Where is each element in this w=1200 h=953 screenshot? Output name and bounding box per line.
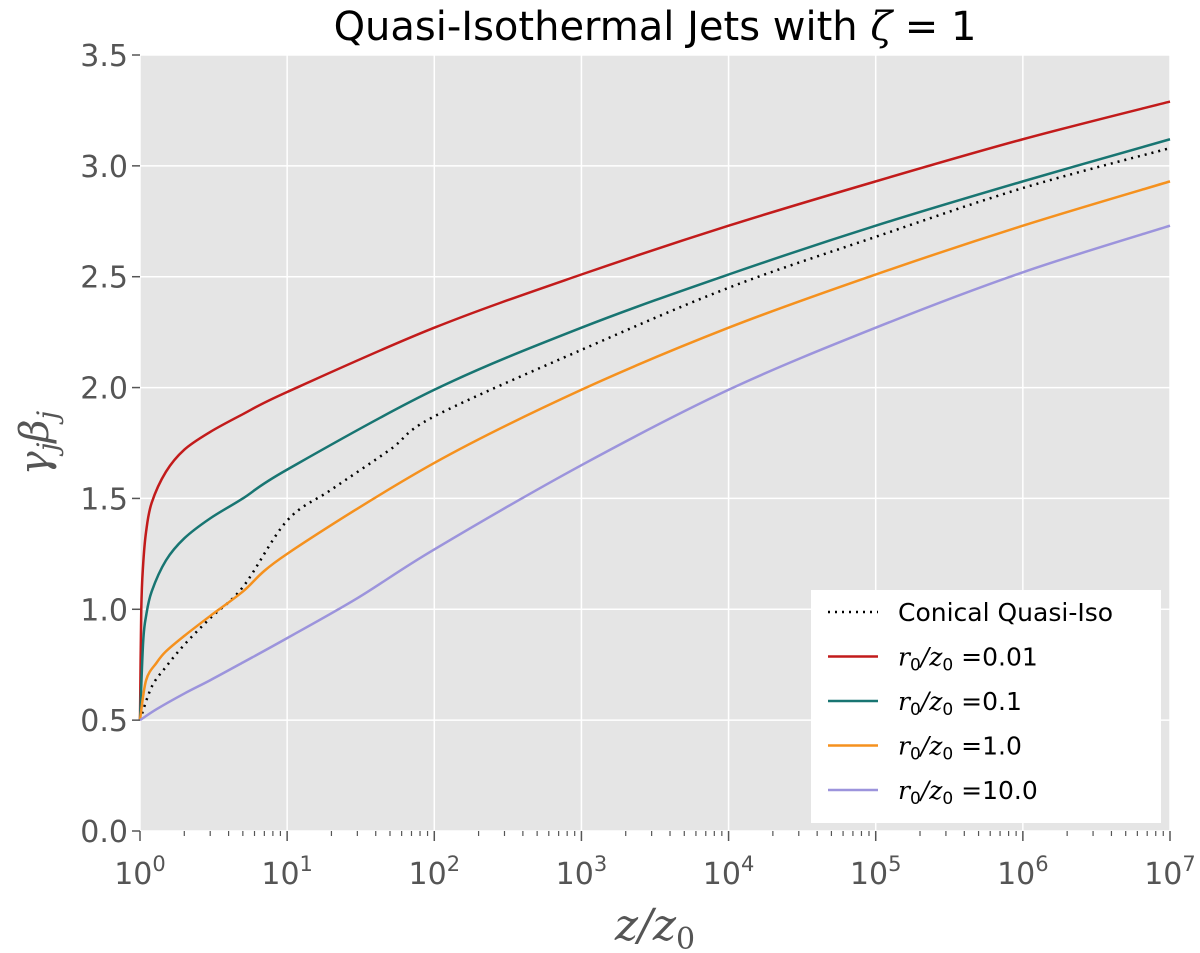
x-tick-label: 106 [997, 852, 1049, 892]
y-tick-label: 0.5 [80, 704, 128, 739]
legend-label: r0/z0 =0.01 [898, 643, 1038, 676]
series-layer [138, 100, 1171, 722]
legend-label: Conical Quasi-Iso [898, 598, 1113, 627]
x-tick-label: 102 [409, 852, 461, 892]
y-tick-label: 0.0 [80, 815, 128, 850]
series-line-r0-z0-1-0 [138, 180, 1171, 721]
y-tick-label: 3.5 [80, 39, 128, 74]
series-line-r0-z0-0-1 [138, 138, 1171, 721]
series-line-conical-quasi-iso [138, 146, 1171, 721]
y-axis-label: γjβj [12, 410, 64, 475]
x-axis: 100 101 102 103 104 105 106 107 [114, 831, 1196, 892]
x-tick-label: 104 [703, 852, 755, 892]
y-axis: 0.0 0.5 1.0 1.5 2.0 2.5 3.0 3.5 [80, 39, 140, 850]
x-axis-label: z/z0 [614, 900, 695, 953]
y-tick-label: 1.0 [80, 593, 128, 628]
series-line-r0-z0-0-01 [138, 100, 1171, 721]
y-tick-label: 2.0 [80, 372, 128, 407]
y-tick-label: 1.5 [80, 482, 128, 517]
grid [139, 54, 1171, 832]
x-tick-label: 105 [850, 852, 902, 892]
legend-label: r0/z0 =1.0 [898, 732, 1022, 765]
x-tick-label: 107 [1144, 852, 1196, 892]
x-tick-label: 101 [261, 852, 313, 892]
y-tick-label: 2.5 [80, 261, 128, 296]
legend-box [811, 590, 1161, 823]
legend-label: r0/z0 =10.0 [898, 776, 1038, 809]
minor-ticks [183, 831, 1164, 836]
series-line-r0-z0-10-0 [139, 224, 1171, 722]
x-tick-label: 100 [114, 852, 166, 892]
legend: Conical Quasi-Iso r0/z0 =0.01 r0/z0 =0.1 r0… [811, 590, 1161, 823]
y-tick-label: 3.0 [80, 150, 128, 185]
x-tick-label: 103 [556, 852, 608, 892]
chart-title: Quasi-Isothermal Jets with ζ = 1 [334, 4, 977, 50]
legend-label: r0/z0 =0.1 [898, 687, 1022, 720]
